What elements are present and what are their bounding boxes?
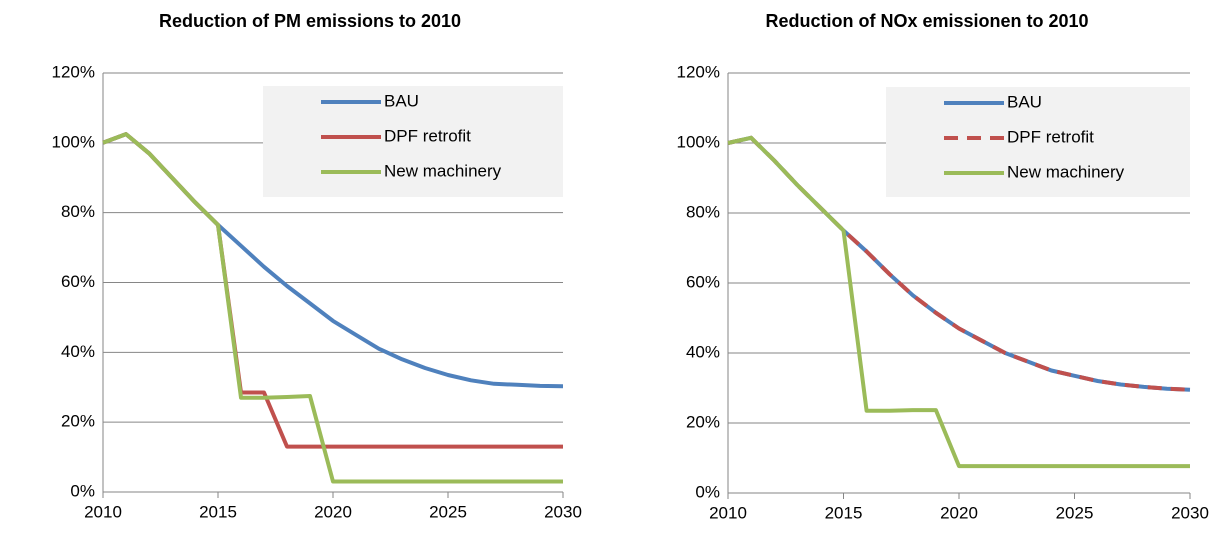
y-tick-label: 120%	[677, 62, 720, 81]
legend-label: New machinery	[384, 161, 502, 180]
y-tick-label: 100%	[677, 132, 720, 151]
x-tick-label: 2015	[199, 502, 237, 521]
legend-label: BAU	[1007, 92, 1042, 111]
y-tick-label: 20%	[61, 412, 95, 431]
legend	[886, 87, 1190, 197]
series-line	[727, 135, 1190, 469]
x-tick-label: 2025	[429, 502, 467, 521]
y-tick-label: 0%	[70, 481, 95, 500]
x-tick-label: 2010	[84, 502, 122, 521]
y-tick-label: 60%	[686, 272, 720, 291]
x-tick-label: 2030	[1171, 503, 1209, 522]
x-tick-label: 2015	[825, 503, 863, 522]
legend-label: DPF retrofit	[1007, 127, 1094, 146]
legend-label: New machinery	[1007, 162, 1125, 181]
y-tick-label: 120%	[52, 62, 95, 81]
x-tick-label: 2020	[314, 502, 352, 521]
y-tick-label: 40%	[61, 342, 95, 361]
legend-label: BAU	[384, 91, 419, 110]
y-tick-label: 20%	[686, 412, 720, 431]
y-tick-label: 80%	[686, 202, 720, 221]
legend	[263, 86, 563, 197]
y-tick-label: 80%	[61, 202, 95, 221]
x-tick-label: 2010	[709, 503, 747, 522]
chart-title: Reduction of NOx emissionen to 2010	[765, 11, 1088, 31]
y-tick-label: 40%	[686, 342, 720, 361]
x-tick-label: 2025	[1056, 503, 1094, 522]
y-tick-label: 0%	[695, 482, 720, 501]
series-line	[102, 132, 563, 484]
x-tick-label: 2020	[940, 503, 978, 522]
y-tick-label: 60%	[61, 272, 95, 291]
y-tick-label: 100%	[52, 132, 95, 151]
legend-label: DPF retrofit	[384, 126, 471, 145]
chart-title: Reduction of PM emissions to 2010	[159, 11, 461, 31]
x-tick-label: 2030	[544, 502, 582, 521]
